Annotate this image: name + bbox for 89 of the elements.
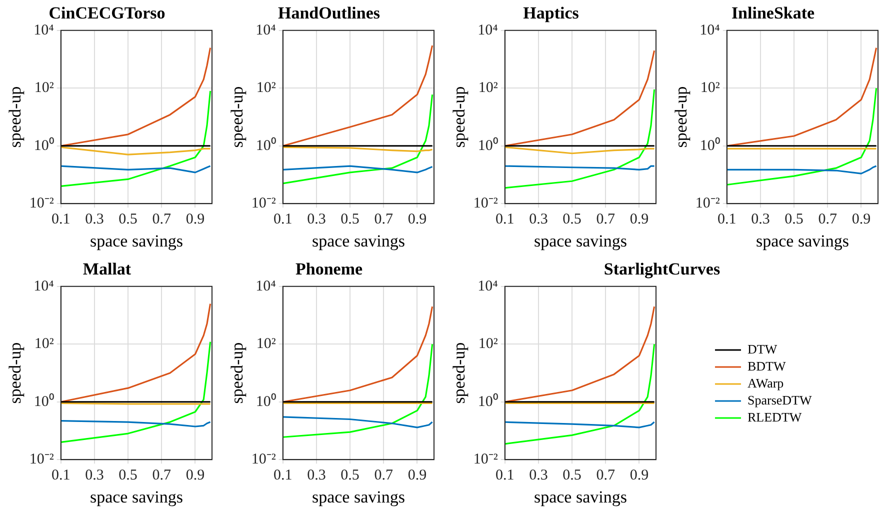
x-tick-label: 0.9 (186, 212, 205, 228)
chart-title: InlineSkate (731, 4, 816, 23)
y-tick-label: 10⁰ (700, 136, 720, 154)
y-axis-title: speed-up (6, 342, 25, 404)
x-tick-label: 0.3 (529, 468, 548, 484)
x-tick-label: 0.1 (718, 212, 736, 228)
y-tick-label: 10⁻² (473, 452, 498, 468)
y-tick-label: 10² (700, 80, 720, 96)
y-tick-label: 10⁻² (251, 196, 276, 212)
x-tick-label: 0.7 (374, 212, 394, 228)
x-tick-label: 0.7 (596, 212, 616, 228)
x-tick-label: 0.9 (186, 468, 205, 484)
x-tick-label: 0.1 (52, 212, 70, 228)
y-axis-title: speed-up (450, 342, 469, 404)
x-tick-label: 0.9 (630, 212, 649, 228)
y-tick-label: 10⁰ (478, 136, 498, 154)
y-tick-label: 10⁰ (256, 392, 276, 410)
y-tick-label: 10⁰ (256, 136, 276, 154)
x-tick-label: 0.3 (307, 468, 326, 484)
x-tick-label: 0.1 (274, 212, 292, 228)
legend-label: RLEDTW (748, 409, 802, 424)
x-tick-label: 0.3 (529, 212, 548, 228)
y-tick-label: 10⁴ (256, 278, 276, 294)
x-tick-label: 0.3 (307, 212, 326, 228)
x-tick-label: 0.1 (496, 212, 514, 228)
x-tick-label: 0.5 (784, 212, 804, 228)
y-tick-label: 10⁻² (29, 196, 54, 212)
x-tick-label: 0.3 (85, 468, 104, 484)
y-tick-label: 10⁴ (478, 278, 498, 294)
x-tick-label: 0.9 (852, 212, 871, 228)
y-tick-label: 10⁴ (256, 22, 276, 38)
x-tick-label: 0.7 (152, 212, 172, 228)
x-axis-title: space savings (534, 487, 627, 506)
x-axis-title: space savings (534, 231, 627, 250)
y-axis-title: speed-up (228, 342, 247, 404)
y-axis-title: speed-up (6, 86, 25, 148)
x-axis-title: space savings (756, 231, 849, 250)
chart-title: StarlightCurves (604, 260, 720, 279)
x-tick-label: 0.1 (274, 468, 292, 484)
legend-label: DTW (748, 341, 778, 356)
x-tick-label: 0.5 (562, 212, 582, 228)
chart-title: Phoneme (295, 260, 363, 279)
x-tick-label: 0.7 (818, 212, 838, 228)
y-tick-label: 10⁻² (695, 196, 720, 212)
y-tick-label: 10² (478, 80, 498, 96)
x-axis-title: space savings (312, 231, 405, 250)
y-tick-label: 10² (34, 336, 54, 352)
y-tick-label: 10² (256, 80, 276, 96)
x-axis-title: space savings (312, 487, 405, 506)
x-tick-label: 0.5 (118, 212, 138, 228)
y-tick-label: 10² (478, 336, 498, 352)
y-tick-label: 10⁻² (251, 452, 276, 468)
y-tick-label: 10⁴ (34, 22, 54, 38)
x-axis-title: space savings (90, 487, 183, 506)
x-tick-label: 0.3 (85, 212, 104, 228)
x-tick-label: 0.3 (751, 212, 770, 228)
y-tick-label: 10² (256, 336, 276, 352)
legend-label: AWarp (748, 375, 784, 390)
y-tick-label: 10² (34, 80, 54, 96)
y-tick-label: 10⁻² (473, 196, 498, 212)
x-tick-label: 0.9 (630, 468, 649, 484)
chart-title: Mallat (82, 260, 132, 279)
x-tick-label: 0.5 (340, 468, 360, 484)
x-tick-label: 0.5 (118, 468, 138, 484)
x-tick-label: 0.1 (52, 468, 70, 484)
x-tick-label: 0.9 (408, 468, 427, 484)
y-tick-label: 10⁴ (700, 22, 720, 38)
legend-label: BDTW (748, 358, 786, 374)
x-tick-label: 0.7 (152, 468, 172, 484)
y-tick-label: 10⁻² (29, 452, 54, 468)
x-tick-label: 0.7 (596, 468, 616, 484)
y-tick-label: 10⁰ (478, 392, 498, 410)
chart-title: Haptics (523, 4, 580, 23)
x-tick-label: 0.1 (496, 468, 514, 484)
x-tick-label: 0.7 (374, 468, 394, 484)
y-tick-label: 10⁴ (34, 278, 54, 294)
y-tick-label: 10⁴ (478, 22, 498, 38)
y-tick-label: 10⁰ (34, 136, 54, 154)
chart-title: HandOutlines (278, 4, 380, 23)
x-tick-label: 0.5 (562, 468, 582, 484)
y-axis-title: speed-up (672, 86, 691, 148)
chart-title: CinCECGTorso (48, 4, 166, 23)
x-tick-label: 0.9 (408, 212, 427, 228)
y-axis-title: speed-up (450, 86, 469, 148)
legend-label: SparseDTW (748, 392, 812, 408)
x-axis-title: space savings (90, 231, 183, 250)
y-tick-label: 10⁰ (34, 392, 54, 410)
y-axis-title: speed-up (228, 86, 247, 148)
x-tick-label: 0.5 (340, 212, 360, 228)
